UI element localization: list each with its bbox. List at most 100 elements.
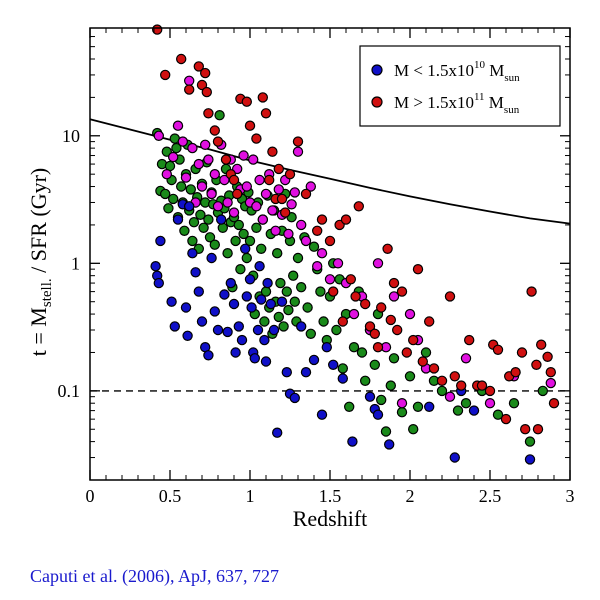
- data-point-green: [452, 405, 464, 416]
- data-point-green: [256, 243, 267, 254]
- data-point-high: [449, 371, 460, 382]
- data-point-green: [318, 316, 329, 327]
- data-point-high: [183, 84, 195, 95]
- data-point-green: [185, 184, 196, 195]
- data-point-green: [167, 193, 179, 205]
- data-point-magenta: [161, 168, 172, 180]
- legend-subscript: sun: [504, 104, 520, 116]
- data-point-green: [348, 342, 360, 353]
- data-point-green: [524, 436, 536, 447]
- legend-mass: M: [485, 61, 504, 80]
- data-point-high: [396, 286, 408, 297]
- data-point-green: [412, 401, 424, 412]
- data-point-magenta: [183, 75, 195, 87]
- data-point-green: [204, 232, 216, 243]
- data-point-high: [244, 120, 256, 131]
- data-point-magenta: [273, 184, 284, 195]
- data-point-magenta: [300, 235, 312, 247]
- data-point-green: [360, 375, 371, 386]
- data-point-high: [376, 302, 387, 313]
- data-point-low: [219, 289, 230, 300]
- data-point-green: [376, 394, 387, 406]
- data-point-low: [193, 286, 204, 297]
- data-point-magenta: [348, 308, 360, 320]
- data-point-high: [464, 334, 475, 346]
- data-point-magenta: [267, 205, 278, 216]
- data-point-high: [353, 201, 364, 212]
- data-point-high: [350, 291, 361, 302]
- data-point-high: [516, 347, 528, 358]
- data-point-magenta: [199, 139, 211, 150]
- data-point-high: [372, 342, 384, 353]
- data-point-green: [259, 316, 270, 327]
- tick-labels: 0 0.5 1 1.5 2 2.5 3 0.1 1 10: [58, 126, 575, 506]
- data-point-low: [239, 243, 251, 254]
- data-point-magenta: [404, 308, 416, 320]
- data-point-green: [537, 385, 549, 397]
- data-point-low: [449, 452, 460, 463]
- data-point-green: [288, 270, 299, 281]
- data-point-green: [233, 219, 244, 231]
- data-point-low: [225, 277, 236, 289]
- data-point-high: [300, 188, 312, 200]
- data-point-green: [492, 409, 504, 420]
- data-point-high: [193, 61, 204, 72]
- data-point-magenta: [260, 188, 272, 200]
- data-point-green: [241, 252, 252, 264]
- data-point-green: [163, 203, 174, 214]
- data-point-magenta: [254, 174, 265, 186]
- data-point-low: [260, 356, 272, 367]
- data-point-low: [187, 247, 198, 259]
- data-point-high: [542, 351, 553, 362]
- data-point-magenta: [257, 214, 268, 225]
- data-point-green: [203, 214, 214, 225]
- data-point-high: [201, 86, 212, 98]
- data-point-low: [281, 367, 292, 378]
- data-point-green: [356, 347, 368, 358]
- data-point-high: [199, 67, 211, 79]
- data-point-high: [257, 92, 268, 103]
- data-point-high: [500, 413, 512, 425]
- data-point-magenta: [305, 181, 316, 192]
- data-point-high: [510, 367, 521, 378]
- data-point-high: [484, 385, 496, 397]
- data-point-green: [331, 324, 342, 336]
- data-point-low: [316, 409, 328, 420]
- data-point-magenta: [283, 228, 294, 240]
- data-point-low: [153, 277, 164, 289]
- data-point-low: [209, 306, 220, 317]
- data-point-low: [296, 321, 307, 332]
- data-points: [150, 24, 560, 465]
- data-point-low: [347, 436, 358, 447]
- data-point-high: [401, 347, 412, 358]
- data-point-low: [328, 359, 339, 370]
- y-axis-label-rest: / SFR (Gyr): [26, 168, 51, 279]
- data-point-low: [262, 277, 273, 289]
- data-point-green: [388, 353, 400, 364]
- data-point-high: [228, 174, 240, 186]
- data-point-low: [272, 427, 283, 438]
- x-tick-label: 3: [566, 486, 575, 506]
- x-tick-label: 2.5: [479, 486, 502, 506]
- legend-exponent: 11: [474, 91, 485, 103]
- data-point-high: [209, 125, 220, 136]
- data-point-high: [360, 298, 371, 310]
- data-point-high: [392, 324, 403, 336]
- data-point-green: [369, 359, 380, 370]
- data-point-high: [292, 136, 304, 147]
- y-tick-label: 10: [62, 126, 80, 146]
- data-point-high: [337, 316, 348, 327]
- data-point-high: [316, 214, 328, 225]
- data-point-low: [384, 439, 395, 450]
- data-point-high: [280, 207, 291, 218]
- data-point-magenta: [324, 274, 336, 285]
- data-point-magenta: [180, 172, 192, 183]
- data-point-magenta: [289, 187, 300, 198]
- data-point-high: [284, 168, 296, 180]
- data-point-low: [196, 316, 208, 327]
- y-tick-label: 0.1: [58, 381, 81, 401]
- data-point-high: [196, 79, 208, 91]
- data-point-green: [238, 228, 249, 240]
- data-point-high: [492, 344, 504, 355]
